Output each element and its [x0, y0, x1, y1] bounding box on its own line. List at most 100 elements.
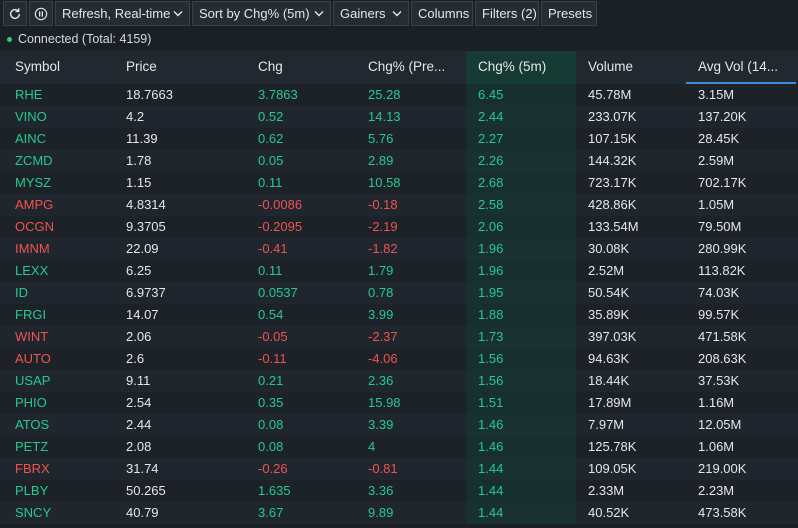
table-row[interactable]: OCGN 9.3705 -0.2095 -2.19 2.06 133.54M 79.50M: [0, 216, 798, 238]
filters-label: Filters (2): [482, 6, 537, 21]
cell-avg-vol: 1.16M: [698, 395, 735, 410]
table-row[interactable]: LEXX 6.25 0.11 1.79 1.96 2.52M 113.82K: [0, 260, 798, 282]
cell-chg: 0.0537: [258, 285, 298, 300]
cell-chg-5m: 2.58: [466, 194, 576, 216]
cell-symbol: ZCMD: [15, 153, 53, 168]
table-row[interactable]: FBRX 31.74 -0.26 -0.81 1.44 109.05K 219.00K: [0, 458, 798, 480]
columns-button[interactable]: Columns: [411, 1, 473, 26]
cell-price: 9.11: [126, 373, 151, 388]
cell-symbol: ID: [15, 285, 28, 300]
pause-button[interactable]: [29, 1, 53, 26]
cell-chg-pre: -1.82: [368, 241, 398, 256]
cell-volume: 397.03K: [588, 329, 637, 344]
table-row[interactable]: SNCY 40.79 3.67 9.89 1.44 40.52K 473.58K: [0, 502, 798, 524]
table-row[interactable]: RHE 18.7663 3.7863 25.28 6.45 45.78M 3.15M: [0, 84, 798, 106]
cell-symbol: USAP: [15, 373, 51, 388]
cell-price: 4.8314: [126, 197, 166, 212]
refresh-mode-label: Refresh, Real-time: [62, 6, 171, 21]
cell-chg-5m: 1.44: [466, 458, 576, 480]
table-row[interactable]: PLBY 50.265 1.635 3.36 1.44 2.33M 2.23M: [0, 480, 798, 502]
refresh-button[interactable]: [3, 1, 27, 26]
table-row[interactable]: ID 6.9737 0.0537 0.78 1.95 50.54K 74.03K: [0, 282, 798, 304]
cell-price: 9.3705: [126, 219, 166, 234]
cell-volume: 50.54K: [588, 285, 630, 300]
cell-avg-vol: 702.17K: [698, 175, 747, 190]
cell-symbol: AMPG: [15, 197, 54, 212]
table-row[interactable]: WINT 2.06 -0.05 -2.37 1.73 397.03K 471.58K: [0, 326, 798, 348]
pause-icon: [34, 7, 48, 21]
cell-symbol: PHIO: [15, 395, 47, 410]
cell-price: 1.15: [126, 175, 152, 190]
cell-chg: -0.41: [258, 241, 288, 256]
cell-symbol: LEXX: [15, 263, 49, 278]
cell-price: 11.39: [126, 131, 158, 146]
cell-chg-5m: 2.06: [466, 216, 576, 238]
presets-label: Presets: [548, 6, 593, 21]
cell-chg-pre: 15.98: [368, 395, 401, 410]
table-row[interactable]: AUTO 2.6 -0.11 -4.06 1.56 94.63K 208.63K: [0, 348, 798, 370]
cell-avg-vol: 1.06M: [698, 439, 735, 454]
column-header-volume[interactable]: Volume: [588, 59, 634, 74]
cell-chg: 0.08: [258, 439, 284, 454]
table-row[interactable]: VINO 4.2 0.52 14.13 2.44 233.07K 137.20K: [0, 106, 798, 128]
column-header-price[interactable]: Price: [126, 59, 157, 74]
cell-chg: -0.11: [258, 351, 287, 366]
table-row[interactable]: PETZ 2.08 0.08 4 1.46 125.78K 1.06M: [0, 436, 798, 458]
cell-chg: 3.67: [258, 505, 284, 520]
cell-volume: 7.97M: [588, 417, 625, 432]
cell-volume: 18.44K: [588, 373, 630, 388]
cell-chg-pre: 5.76: [368, 131, 394, 146]
table-row[interactable]: FRGI 14.07 0.54 3.99 1.88 35.89K 99.57K: [0, 304, 798, 326]
cell-price: 2.08: [126, 439, 152, 454]
table-row[interactable]: ATOS 2.44 0.08 3.39 1.46 7.97M 12.05M: [0, 414, 798, 436]
table-row[interactable]: PHIO 2.54 0.35 15.98 1.51 17.89M 1.16M: [0, 392, 798, 414]
cell-chg-5m: 1.73: [466, 326, 576, 348]
cell-avg-vol: 74.03K: [698, 285, 740, 300]
column-header-chg-5m[interactable]: Chg% (5m): [466, 51, 576, 84]
cell-symbol: WINT: [15, 329, 49, 344]
cell-volume: 109.05K: [588, 461, 637, 476]
cell-chg-5m: 2.27: [466, 128, 576, 150]
refresh-mode-dropdown[interactable]: Refresh, Real-time: [55, 1, 190, 26]
sort-by-dropdown[interactable]: Sort by Chg% (5m): [192, 1, 331, 26]
cell-chg-5m: 2.68: [466, 172, 576, 194]
table-row[interactable]: AINC 11.39 0.62 5.76 2.27 107.15K 28.45K: [0, 128, 798, 150]
cell-volume: 30.08K: [588, 241, 630, 256]
table-row[interactable]: ZCMD 1.78 0.05 2.89 2.26 144.32K 2.59M: [0, 150, 798, 172]
cell-chg-5m: 1.96: [466, 238, 576, 260]
presets-button[interactable]: Presets: [541, 1, 597, 26]
table-row[interactable]: AMPG 4.8314 -0.0086 -0.18 2.58 428.86K 1.05M: [0, 194, 798, 216]
cell-symbol: MYSZ: [15, 175, 52, 190]
cell-symbol: AINC: [15, 131, 47, 146]
cell-volume: 94.63K: [588, 351, 630, 366]
cell-price: 2.54: [126, 395, 152, 410]
cell-chg: 0.11: [258, 175, 283, 190]
column-header-symbol[interactable]: Symbol: [15, 59, 61, 74]
cell-avg-vol: 2.59M: [698, 153, 735, 168]
column-header-avg-vol[interactable]: Avg Vol (14...: [686, 51, 796, 84]
cell-avg-vol: 137.20K: [698, 109, 747, 124]
cell-price: 4.2: [126, 109, 145, 124]
table-row[interactable]: USAP 9.11 0.21 2.36 1.56 18.44K 37.53K: [0, 370, 798, 392]
column-header-chg-pre[interactable]: Chg% (Pre...: [368, 59, 446, 74]
cell-avg-vol: 79.50M: [698, 219, 742, 234]
cell-price: 2.44: [126, 417, 152, 432]
cell-avg-vol: 28.45K: [698, 131, 740, 146]
table-row[interactable]: IMNM 22.09 -0.41 -1.82 1.96 30.08K 280.99K: [0, 238, 798, 260]
cell-chg: 0.21: [258, 373, 284, 388]
cell-avg-vol: 208.63K: [698, 351, 747, 366]
cell-chg-5m: 2.44: [466, 106, 576, 128]
cell-chg-pre: 3.36: [368, 483, 394, 498]
filters-button[interactable]: Filters (2): [475, 1, 539, 26]
cell-volume: 17.89M: [588, 395, 632, 410]
chevron-down-icon: [392, 2, 402, 25]
cell-volume: 2.33M: [588, 483, 625, 498]
table-row[interactable]: MYSZ 1.15 0.11 10.58 2.68 723.17K 702.17K: [0, 172, 798, 194]
cell-chg: -0.05: [258, 329, 288, 344]
cell-chg-pre: 9.89: [368, 505, 394, 520]
list-dropdown[interactable]: Gainers: [333, 1, 409, 26]
cell-symbol: SNCY: [15, 505, 52, 520]
column-header-chg[interactable]: Chg: [258, 59, 283, 74]
cell-chg-pre: -4.06: [368, 351, 398, 366]
cell-avg-vol: 471.58K: [698, 329, 747, 344]
